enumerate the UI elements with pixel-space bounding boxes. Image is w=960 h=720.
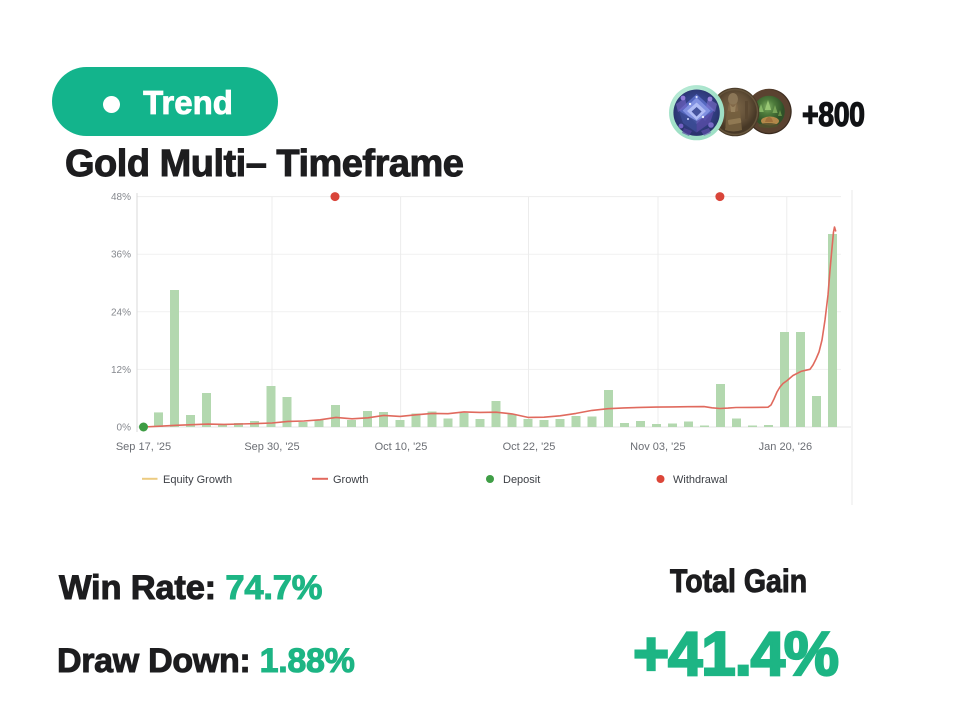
svg-text:Equity Growth: Equity Growth: [163, 474, 232, 486]
svg-text:24%: 24%: [111, 307, 131, 318]
svg-text:Nov 03, '25: Nov 03, '25: [630, 441, 685, 453]
svg-text:Jan 20, '26: Jan 20, '26: [759, 441, 812, 453]
svg-text:Oct 22, '25: Oct 22, '25: [503, 441, 556, 453]
svg-text:Oct 10, '25: Oct 10, '25: [375, 441, 428, 453]
svg-text:Sep 30, '25: Sep 30, '25: [244, 441, 299, 453]
svg-text:12%: 12%: [111, 365, 131, 376]
svg-text:0%: 0%: [117, 423, 132, 434]
svg-text:Growth: Growth: [333, 474, 368, 486]
svg-text:36%: 36%: [111, 250, 131, 261]
svg-text:48%: 48%: [111, 192, 131, 203]
svg-text:Deposit: Deposit: [503, 474, 540, 486]
svg-text:Withdrawal: Withdrawal: [673, 474, 727, 486]
svg-text:Sep 17, '25: Sep 17, '25: [116, 441, 171, 453]
